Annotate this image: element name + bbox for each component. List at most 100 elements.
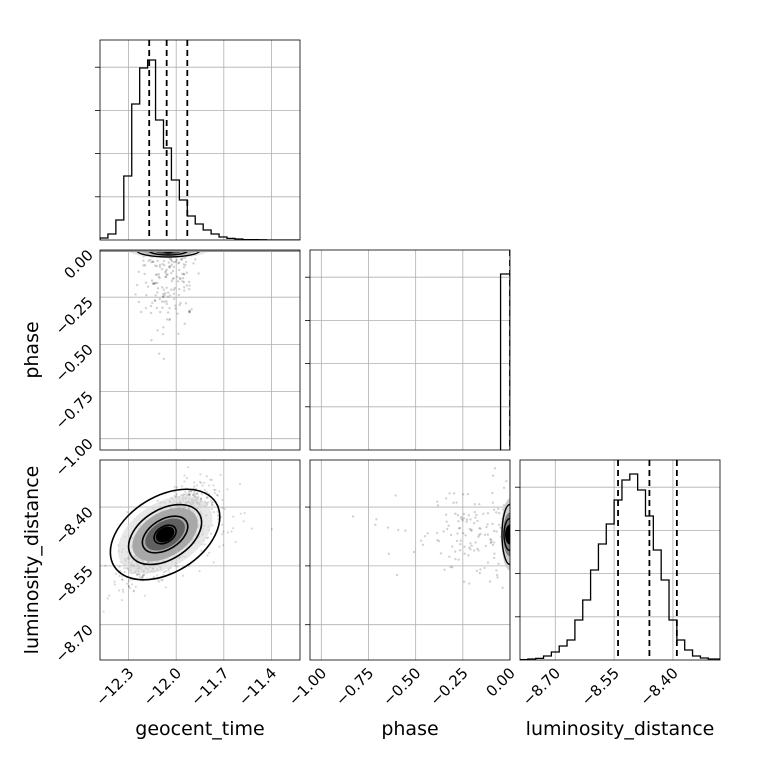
sample-point xyxy=(216,494,220,497)
sample-point xyxy=(457,519,460,523)
sample-point xyxy=(154,264,157,267)
sample-point xyxy=(437,539,441,543)
sample-point xyxy=(192,492,195,495)
sample-point xyxy=(178,303,181,307)
sample-point xyxy=(452,501,455,505)
sample-point xyxy=(176,275,179,279)
sample-point xyxy=(161,332,165,336)
sample-point xyxy=(152,260,155,263)
sample-point xyxy=(158,276,161,280)
sample-point xyxy=(184,490,187,493)
sample-point xyxy=(155,264,158,268)
sample-point xyxy=(466,492,470,496)
sample-point xyxy=(188,493,191,496)
sample-point xyxy=(461,493,465,496)
sample-point xyxy=(188,284,191,287)
sample-point xyxy=(177,261,181,264)
sample-point xyxy=(164,570,167,573)
sample-point xyxy=(145,293,148,297)
sample-point xyxy=(473,521,476,525)
pair-panel-phase-distance xyxy=(310,460,510,660)
sample-point xyxy=(460,517,463,521)
sample-point xyxy=(419,539,423,542)
sample-point xyxy=(188,493,192,496)
sample-point xyxy=(497,562,500,566)
sample-point xyxy=(193,490,196,494)
sample-point xyxy=(199,473,202,476)
sample-point xyxy=(463,545,466,548)
sample-point xyxy=(188,311,191,314)
y-axis-label-phase: phase xyxy=(21,321,43,378)
sample-point xyxy=(139,310,143,314)
sample-point xyxy=(211,524,214,527)
sample-point xyxy=(454,512,457,515)
sample-point xyxy=(486,533,490,536)
sample-point xyxy=(242,520,245,523)
sample-point xyxy=(127,585,130,588)
sample-point xyxy=(172,265,176,269)
sample-point xyxy=(226,531,230,534)
sample-point xyxy=(177,262,180,265)
sample-point xyxy=(443,568,446,571)
sample-point xyxy=(496,576,499,579)
sample-point xyxy=(151,301,154,304)
sample-point xyxy=(149,258,152,261)
sample-point xyxy=(200,549,203,552)
sample-point xyxy=(479,568,482,571)
x-tick-label: −1.00 xyxy=(285,664,330,709)
sample-point xyxy=(505,479,508,483)
sample-point xyxy=(137,573,140,576)
x-tick-label: −11.7 xyxy=(187,664,232,709)
sample-point xyxy=(476,547,479,551)
sample-point xyxy=(477,535,480,539)
sample-point xyxy=(183,273,186,276)
sample-point xyxy=(174,260,177,263)
sample-point xyxy=(455,539,459,543)
y-tick-label: −8.55 xyxy=(52,562,97,607)
sample-point xyxy=(197,272,200,275)
sample-point xyxy=(137,300,140,304)
sample-point xyxy=(187,287,191,291)
sample-point xyxy=(395,573,399,577)
sample-point xyxy=(147,259,150,262)
histogram-panel-geocent_time xyxy=(100,40,300,240)
sample-point xyxy=(479,527,482,530)
sample-point xyxy=(193,481,196,484)
contour-line xyxy=(503,517,510,552)
sample-point xyxy=(200,493,203,496)
sample-point xyxy=(136,572,139,576)
sample-point xyxy=(192,494,195,497)
sample-point xyxy=(462,512,466,516)
sample-point xyxy=(159,310,162,314)
sample-point xyxy=(479,532,482,536)
sample-point xyxy=(167,261,170,264)
sample-point xyxy=(141,574,144,578)
histogram-frame-phase xyxy=(309,249,511,451)
sample-point xyxy=(210,507,214,510)
sample-point xyxy=(469,548,472,551)
y-tick-label: −0.50 xyxy=(52,340,97,385)
sample-point xyxy=(164,271,167,274)
sample-point xyxy=(386,526,390,529)
sample-point xyxy=(351,515,355,518)
sample-point xyxy=(222,544,225,547)
sample-point xyxy=(178,288,181,291)
sample-point xyxy=(177,293,181,297)
sample-point xyxy=(184,493,187,496)
sample-point xyxy=(454,557,457,561)
pair-frame-geocent-distance xyxy=(99,459,301,661)
sample-point xyxy=(152,282,156,285)
sample-point xyxy=(458,549,462,552)
sample-point xyxy=(196,492,199,495)
sample-point xyxy=(118,565,121,568)
x-axis-label-geocent-time: geocent_time xyxy=(135,718,264,740)
sample-point xyxy=(452,492,456,495)
sample-point xyxy=(175,493,178,496)
pair-frame-geocent-phase xyxy=(99,249,301,451)
sample-point xyxy=(209,478,212,481)
x-tick-label: −11.4 xyxy=(235,664,280,709)
sample-point xyxy=(173,494,176,498)
sample-point xyxy=(473,510,476,514)
sample-point xyxy=(450,566,454,569)
sample-point xyxy=(143,272,146,276)
